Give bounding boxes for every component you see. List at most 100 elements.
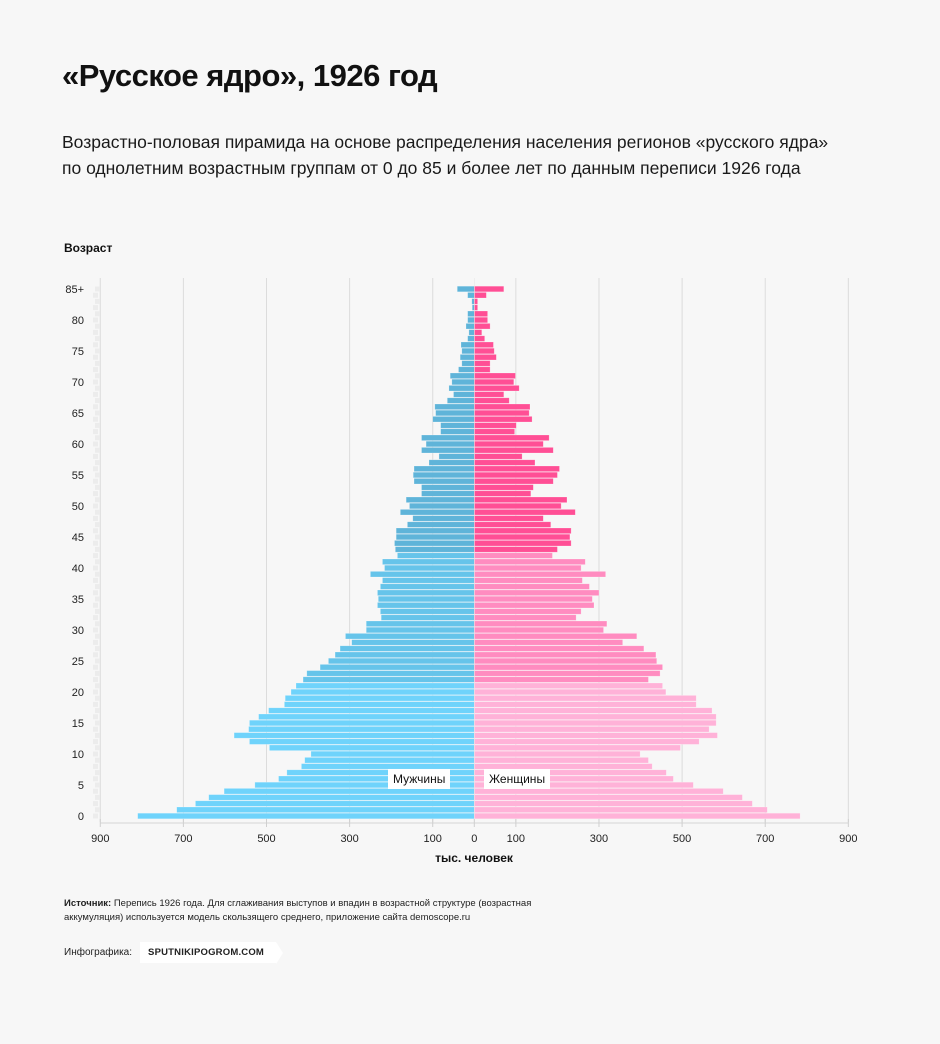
male-bar [395,527,475,534]
female-bar [473,645,645,652]
male-bar [233,732,475,739]
male-bar [365,620,475,627]
male-bar [413,465,475,472]
male-bar [421,490,475,497]
male-bar [465,323,475,330]
male-bar [377,595,475,603]
male-bar [365,626,475,634]
female-bar [473,428,515,435]
male-bar [223,788,475,795]
bars [137,278,801,822]
male-bar [449,372,475,379]
male-bar [334,651,475,658]
y-tick-label: 75 [72,346,84,358]
source-label: Источник: [64,898,112,909]
male-bar [249,719,475,727]
female-bar [473,292,487,299]
male-bar [302,676,475,683]
female-bar [473,416,533,423]
male-bar [304,757,475,764]
male-bar [434,403,475,410]
male-bar [459,354,475,361]
female-bar [473,608,582,615]
female-bar [473,540,572,547]
male-bar [382,558,475,565]
female-bar [473,670,661,677]
y-tick-label: 35 [72,594,84,606]
male-bar [432,416,475,423]
credit-label: Инфографика: [64,947,133,958]
female-bar [473,713,717,720]
y-tick-label: 5 [78,780,84,792]
female-bar [473,521,552,528]
female-bar [473,664,663,671]
female-bar [473,496,568,503]
female-bar [473,676,649,683]
x-tick-label: 700 [756,833,774,845]
x-tick-label: 500 [673,833,691,845]
y-tick-label: 50 [72,501,84,513]
male-bar [438,453,475,460]
male-bar [269,744,475,751]
female-bar [473,335,485,342]
female-bar [473,639,623,646]
source-text: Перепись 1926 года. Для сглаживания выст… [64,898,532,923]
male-bar [460,341,475,348]
male-bar [405,496,475,503]
y-tick-label: 45 [72,532,84,544]
male-bar [319,664,475,671]
male-bar [446,397,475,404]
female-bar [473,602,595,609]
female-bar [473,564,582,572]
x-tick-label: 500 [257,833,275,845]
female-bar [473,459,536,466]
male-bar [451,378,475,386]
female-bar [473,434,550,441]
female-bar [473,682,663,689]
male-bar [409,502,475,510]
female-bar [473,788,724,795]
male-bar [176,806,475,813]
female-bar [473,341,494,348]
female-bar [473,465,560,472]
male-bar [471,304,475,311]
male-bar [456,285,475,293]
y-tick-label: 80 [72,315,84,327]
male-bar [421,434,475,441]
female-bar [473,626,604,634]
male-bar [380,583,475,590]
female-bar [473,447,554,454]
male-bar [453,391,475,398]
male-bar [377,589,475,596]
male-bar [380,608,475,615]
male-bar [328,657,475,665]
male-bar [435,409,475,417]
male-bar [284,695,475,702]
male-bar [440,428,475,435]
x-tick-label: 300 [340,833,358,845]
y-tick-label: 0 [78,811,84,823]
female-bar [473,533,571,541]
male-bar [397,552,475,559]
male-bar [394,540,475,547]
y-tick-label: 25 [72,656,84,668]
y-tick-label: 60 [72,439,84,451]
male-bar [421,447,475,454]
female-bar [473,471,558,479]
x-tick-label: 100 [424,833,442,845]
chart-title: «Русское ядро», 1926 год [62,58,438,93]
male-bar [195,800,475,807]
y-axis-title: Возраст [64,241,113,255]
male-bar [345,633,475,640]
female-bar [473,310,488,317]
female-bar [473,732,718,739]
female-bar [473,298,478,305]
female-bar [473,577,583,584]
credit-badge[interactable]: SPUTNIKIPOGROM.COM [140,942,284,964]
female-bar [473,750,641,758]
male-bar [421,484,475,491]
male-bar [284,701,475,708]
y-axis-ticks: 0 5 10 15 20 25 30 35 40 45 50 55 60 65 70 75 80 85+ [65,284,84,823]
male-bar [461,360,475,367]
male-bar [351,639,475,646]
